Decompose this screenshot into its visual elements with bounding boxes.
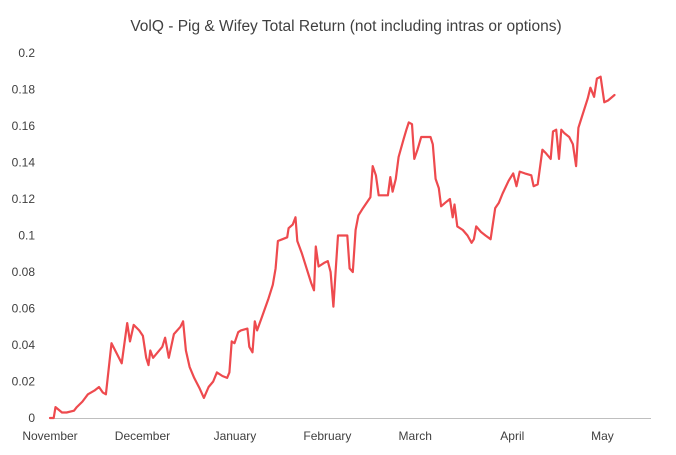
- series-line: [48, 75, 616, 420]
- x-tick-label: February: [303, 429, 351, 443]
- x-tick-label: January: [214, 429, 257, 443]
- series-group: [48, 75, 616, 420]
- y-tick-label: 0.18: [12, 83, 36, 97]
- y-tick-label: 0.06: [12, 302, 36, 316]
- chart-title: VolQ - Pig & Wifey Total Return (not inc…: [130, 18, 561, 35]
- y-tick-label: 0.1: [18, 229, 35, 243]
- x-tick-label: November: [22, 429, 77, 443]
- x-axis-tick-labels: November December January February March Apri…: [22, 429, 613, 443]
- y-tick-label: 0.14: [12, 156, 36, 170]
- x-tick-label: March: [399, 429, 432, 443]
- x-tick-label: December: [115, 429, 170, 443]
- y-tick-label: 0.12: [12, 192, 36, 206]
- x-tick-label: April: [500, 429, 524, 443]
- y-tick-label: 0.04: [12, 338, 36, 352]
- y-tick-label: 0.16: [12, 119, 36, 133]
- y-tick-label: 0: [28, 411, 35, 425]
- y-tick-label: 0.2: [18, 46, 35, 60]
- y-tick-label: 0.02: [12, 375, 36, 389]
- y-axis-tick-labels: 0 0.02 0.04 0.06 0.08 0.1 0.12 0.14 0.16 0.18 0.2: [12, 46, 36, 425]
- y-tick-label: 0.08: [12, 265, 36, 279]
- x-tick-label: May: [591, 429, 614, 443]
